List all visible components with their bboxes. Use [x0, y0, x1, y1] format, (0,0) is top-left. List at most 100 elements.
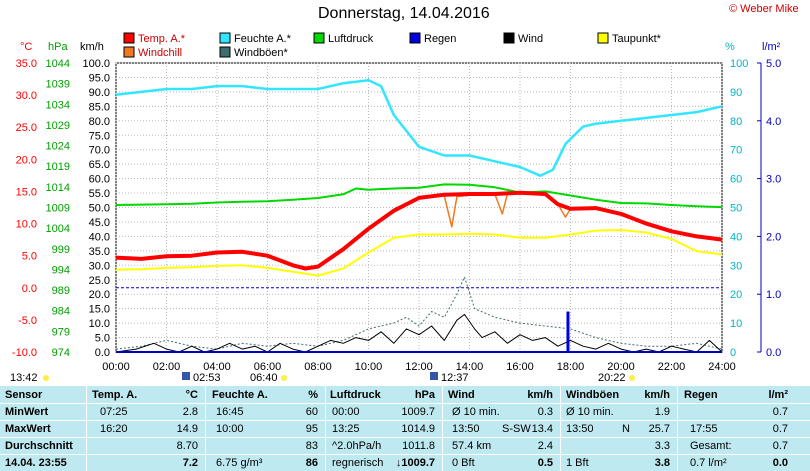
legend-swatch [597, 32, 609, 44]
humidity-axis-tick-label: 50 [730, 203, 742, 215]
table-cell: Gesamt: [690, 440, 732, 452]
table-cell: Ø 10 min. [566, 406, 614, 418]
rain-axis-tick-label: 3.0 [766, 174, 781, 186]
table-cell: 10:00 [216, 423, 244, 435]
wind-axis-tick-label: 55.0 [89, 188, 110, 200]
wind-axis-tick-label: 40.0 [89, 231, 110, 243]
table-cell-value: 0.7 [772, 423, 788, 435]
table-divider [205, 386, 206, 471]
legend-swatch [219, 32, 231, 44]
legend-label: Wind [518, 33, 543, 45]
table-cell-value: ↓1009.7 [395, 457, 435, 469]
table-cell-value: 83 [305, 440, 318, 452]
pressure-axis-tick-label: 974 [52, 347, 70, 359]
chart-title: Donnerstag, 14.04.2016 [318, 5, 490, 22]
humidity-unit-label: % [725, 41, 735, 53]
table-cell-value: 1011.8 [402, 440, 435, 452]
humidity-axis-tick-label: 20 [730, 289, 742, 301]
series-line-wind [115, 313, 723, 353]
table-cell-value: 2.8 [182, 406, 198, 418]
sun-set-label: 20:22 [598, 372, 626, 384]
sun-icon [629, 375, 635, 381]
table-cell: 57.4 km [452, 440, 492, 452]
table-header-unit: km/h [527, 389, 553, 401]
table-cell: ^2.0hPa/h [332, 440, 382, 452]
x-axis-tick-label: 18:00 [557, 361, 585, 373]
rain-bar [566, 311, 570, 352]
table-header: Sensor [5, 389, 43, 401]
table-cell: 13:50 [452, 423, 480, 435]
x-axis-tick-label: 24:00 [708, 361, 736, 373]
table-cell-direction: S-SW [502, 423, 531, 435]
legend-swatch [503, 32, 515, 44]
table-cell: 07:25 [100, 406, 128, 418]
table-divider [442, 386, 443, 471]
table-cell: 0 Bft [452, 457, 475, 469]
table-cell-value: 0.5 [537, 457, 553, 469]
wind-axis-tick-label: 70.0 [89, 145, 110, 157]
legend-swatch [313, 32, 325, 44]
table-cell-value: 8.70 [176, 440, 198, 452]
table-header: Windböen [566, 389, 620, 401]
table-row-label: 14.04. 23:55 [5, 457, 67, 469]
rain-unit-label: l/m² [762, 41, 781, 53]
humidity-axis-tick-label: 10 [730, 318, 742, 330]
series-line-windben [115, 276, 723, 350]
x-axis-tick-label: 02:00 [153, 361, 181, 373]
x-axis-tick-label: 10:00 [355, 361, 383, 373]
wind-axis-tick-label: 65.0 [89, 159, 110, 171]
table-cell-value: 3.8 [654, 457, 670, 469]
x-axis-tick-label: 14:00 [456, 361, 484, 373]
table-cell: 13:25 [332, 423, 360, 435]
rain-axis-tick-label: 2.0 [766, 231, 781, 243]
legend-swatch [409, 32, 421, 44]
series-line-taupunkt [115, 229, 723, 277]
table-header: Luftdruck [330, 389, 381, 401]
copyright-link[interactable]: © Weber Mike [729, 3, 799, 15]
legend-label: Temp. A.* [138, 33, 186, 45]
pressure-axis-tick-label: 1039 [46, 79, 70, 91]
humidity-axis-tick-label: 100 [730, 58, 748, 70]
wind-unit-label: km/h [80, 41, 104, 53]
temp-axis-tick-label: 15.0 [16, 186, 37, 198]
wind-axis-tick-label: 80.0 [89, 116, 110, 128]
legend-swatch [123, 46, 135, 58]
legend-swatch [219, 46, 231, 58]
table-cell-value: 86 [305, 457, 318, 469]
pressure-axis-tick-label: 1009 [46, 203, 70, 215]
sunrise-time-label: 13:42 [10, 372, 38, 384]
wind-axis-tick-label: 100.0 [82, 58, 110, 70]
table-cell: 6.75 g/m³ [216, 457, 263, 469]
table-divider [560, 386, 561, 471]
temp-axis-tick-label: 20.0 [16, 154, 37, 166]
table-cell: 16:45 [216, 406, 244, 418]
wind-axis-tick-label: 0.0 [95, 347, 110, 359]
humidity-axis-tick-label: 90 [730, 87, 742, 99]
temp-axis-tick-label: 35.0 [16, 58, 37, 70]
x-axis-tick-label: 20:00 [607, 361, 635, 373]
wind-axis-tick-label: 10.0 [89, 318, 110, 330]
weather-chart: 35.0 30.0 25.0 20.0 15.0 10.0 5.0 0.0 -5.0 -10.0 1… [10, 32, 781, 384]
table-cell-value: 60 [305, 406, 318, 418]
moon-icon [430, 372, 438, 380]
table-header: Temp. A. [92, 389, 138, 401]
sun-rise-label: 06:40 [250, 372, 278, 384]
table-header-unit: % [308, 389, 318, 401]
table-row-label: MinWert [5, 406, 49, 418]
moon-icon [182, 372, 190, 380]
table-cell-value: 13.4 [531, 423, 553, 435]
x-axis-tick-label: 08:00 [304, 361, 332, 373]
legend-label: Feuchte A.* [234, 33, 292, 45]
x-axis-tick-label: 22:00 [658, 361, 686, 373]
table-divider [325, 386, 326, 471]
table-row-label: MaxWert [5, 423, 51, 435]
table-cell-value: 1014.9 [401, 423, 435, 435]
table-cell-value: 0.7 [772, 440, 788, 452]
rain-axis-tick-label: 4.0 [766, 116, 781, 128]
wind-axis-tick-label: 5.0 [95, 333, 110, 345]
table-divider [0, 403, 810, 404]
wind-axis-tick-label: 95.0 [89, 72, 110, 84]
temp-axis-tick-label: -5.0 [18, 315, 37, 327]
sun-icon [43, 375, 49, 381]
humidity-axis-tick-label: 70 [730, 145, 742, 157]
